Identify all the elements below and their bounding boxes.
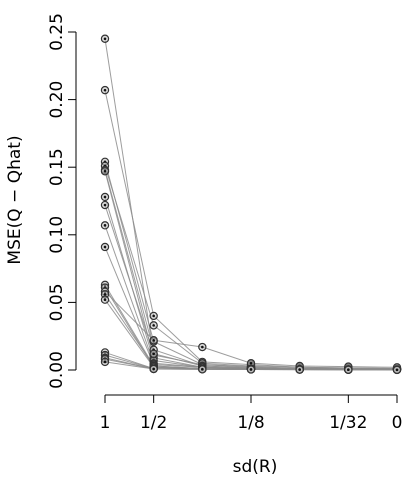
x-tick-label: 1/2 <box>140 413 167 433</box>
series-layer <box>100 34 402 375</box>
x-tick-label: 1/8 <box>237 413 264 433</box>
data-point <box>100 85 110 95</box>
data-point <box>149 336 158 345</box>
data-point <box>100 357 110 367</box>
data-point <box>149 349 158 358</box>
y-tick-label: 0.20 <box>47 81 67 119</box>
axes-layer: 0.00 0.05 0.10 0.15 0.20 0.25 1 1/2 1/8 1/32 0 <box>47 13 402 433</box>
x-tick-label: 0 <box>392 413 403 433</box>
data-point <box>100 192 110 202</box>
data-point <box>100 242 110 252</box>
y-tick-label: 0.15 <box>47 148 67 186</box>
data-point <box>392 365 402 375</box>
y-tick-label: 0.10 <box>47 216 67 254</box>
series-line <box>104 284 398 371</box>
data-point <box>149 321 158 330</box>
x-axis-title: sd(R) <box>233 457 278 477</box>
data-point <box>100 295 110 304</box>
data-point <box>100 167 110 176</box>
data-point <box>198 365 207 374</box>
series-line <box>104 90 398 370</box>
y-tick-label: 0.25 <box>47 13 67 51</box>
data-point <box>149 311 158 321</box>
x-tick-label: 1/32 <box>329 413 367 433</box>
series-line <box>104 196 398 370</box>
y-axis-title: MSE(Q − Qhat) <box>5 135 25 264</box>
data-point <box>246 365 256 374</box>
data-point <box>100 34 110 43</box>
series-line <box>104 291 398 368</box>
y-tick-label: 0.05 <box>47 283 67 321</box>
data-point <box>198 342 207 352</box>
data-point <box>149 364 158 374</box>
x-tick-label: 1 <box>100 413 111 433</box>
series-line <box>104 38 398 370</box>
y-tick-label: 0.00 <box>47 351 67 389</box>
series-line <box>104 225 398 370</box>
data-point <box>295 365 304 374</box>
data-point <box>344 365 353 374</box>
data-point <box>100 221 110 230</box>
data-point <box>100 200 110 210</box>
